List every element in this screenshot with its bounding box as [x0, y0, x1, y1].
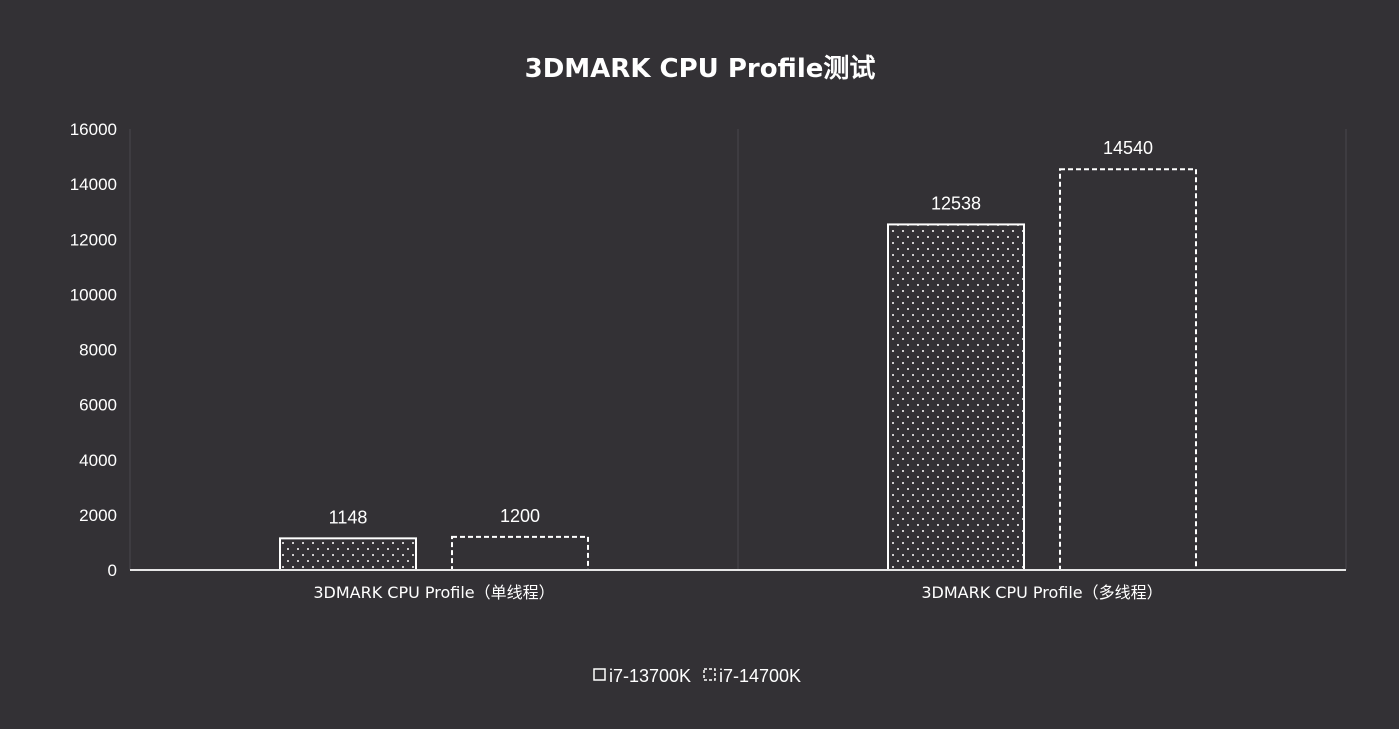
bar-1-1 — [279, 537, 417, 572]
legend-label-series-2: i7-14700K — [719, 666, 801, 686]
y-tick-label: 16000 — [70, 120, 117, 139]
y-tick-label: 8000 — [79, 341, 117, 360]
y-tick-label: 6000 — [79, 396, 117, 415]
x-category-label: 3DMARK CPU Profile（单线程） — [313, 583, 554, 602]
data-labels: 1148 1200 12538 14540 — [329, 138, 1153, 527]
data-label: 12538 — [931, 193, 981, 213]
bar-2-2 — [1059, 168, 1197, 572]
chart-title: 3DMARK CPU Profile测试 — [525, 54, 876, 84]
y-tick-label: 2000 — [79, 506, 117, 525]
grid-lines — [129, 129, 1347, 570]
bar-1-2 — [887, 223, 1025, 571]
y-tick-label: 14000 — [70, 175, 117, 194]
y-axis-ticks: 0 2000 4000 6000 8000 10000 12000 14000 16000 — [70, 120, 117, 580]
legend: i7-13700K i7-14700K — [593, 666, 801, 686]
data-label: 1200 — [500, 506, 540, 526]
legend-swatch-series-2 — [703, 668, 716, 681]
y-tick-label: 12000 — [70, 230, 117, 249]
y-tick-label: 0 — [108, 561, 117, 580]
data-label: 14540 — [1103, 138, 1153, 158]
legend-swatch-series-1 — [593, 668, 606, 681]
data-label: 1148 — [329, 507, 368, 527]
legend-label-series-1: i7-13700K — [609, 666, 691, 686]
x-axis-categories: 3DMARK CPU Profile（单线程） 3DMARK CPU Profil… — [313, 583, 1162, 602]
y-tick-label: 4000 — [79, 451, 117, 470]
y-tick-label: 10000 — [70, 285, 117, 304]
x-category-label: 3DMARK CPU Profile（多线程） — [921, 583, 1162, 602]
bar-2-1 — [451, 535, 589, 571]
